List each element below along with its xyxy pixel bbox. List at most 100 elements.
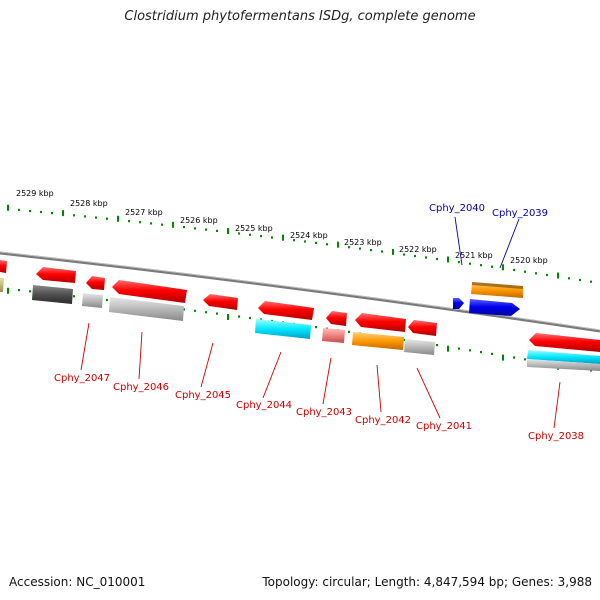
inner-scale-major-tick <box>447 345 449 352</box>
scale-label-2522: 2522 kbp <box>399 245 437 254</box>
topology-text: Topology: circular; Length: 4,847,594 bp… <box>262 575 592 589</box>
label-cphy-2047[interactable]: Cphy_2047 <box>54 373 110 384</box>
cog-cyan-2038[interactable] <box>527 350 600 364</box>
outer-scale-minor-tick <box>139 221 141 224</box>
cog-grey-2038[interactable] <box>527 359 600 371</box>
outer-scale-minor-tick <box>18 208 20 211</box>
outer-scale-minor-tick <box>403 253 405 256</box>
gene-cphy-2038-arrow[interactable] <box>529 333 600 352</box>
gene-cphy-2046-arrow[interactable] <box>112 280 187 303</box>
inner-scale-minor-tick <box>238 315 240 318</box>
scale-label-2520: 2520 kbp <box>510 256 548 265</box>
gene-cphy-2047-arrow[interactable] <box>36 267 76 283</box>
label-cphy-2043[interactable]: Cphy_2043 <box>296 407 352 418</box>
outer-scale-minor-tick <box>491 265 493 268</box>
outer-scale-major-tick <box>502 264 504 271</box>
outer-scale-major-tick <box>392 248 394 255</box>
outer-scale-minor-tick <box>304 240 306 243</box>
outer-scale-major-tick <box>172 221 174 228</box>
outer-scale-minor-tick <box>513 268 515 272</box>
inner-scale-minor-tick <box>216 312 218 315</box>
gene-cphy-2044-arrow[interactable] <box>258 301 314 320</box>
label-cphy-2045[interactable]: Cphy_2045 <box>175 390 231 401</box>
outer-scale-minor-tick <box>590 280 592 283</box>
inner-scale-minor-tick <box>469 349 471 352</box>
gene-cphy-2041-arrow[interactable] <box>408 320 437 336</box>
outer-scale-major-tick <box>282 234 284 241</box>
outer-scale-minor-tick <box>216 229 218 232</box>
inner-scale-minor-tick <box>249 316 251 320</box>
leader-cphy-2047 <box>80 322 90 371</box>
inner-scale-minor-tick <box>491 352 493 355</box>
outer-scale-minor-tick <box>469 262 471 265</box>
gene-cphy-2042-arrow[interactable] <box>355 313 406 332</box>
inner-scale-minor-tick <box>73 295 75 298</box>
outer-scale-minor-tick <box>205 228 207 231</box>
inner-scale-minor-tick <box>480 351 482 354</box>
outer-scale-minor-tick <box>480 264 482 267</box>
inner-scale-minor-tick <box>513 356 515 359</box>
label-cphy-2040[interactable]: Cphy_2040 <box>429 203 485 214</box>
label-leaders <box>80 216 561 429</box>
outer-scale-minor-tick <box>95 216 97 219</box>
leader-cphy-2038 <box>553 381 561 429</box>
outer-scale-minor-tick <box>84 215 86 218</box>
outer-scale-major-tick <box>337 241 339 248</box>
cog-pink-2043[interactable] <box>322 328 345 343</box>
cog-grey-2041[interactable] <box>404 339 435 355</box>
outer-scale-minor-tick <box>568 277 570 280</box>
outer-scale-minor-tick <box>381 250 383 253</box>
outer-scale-minor-tick <box>436 257 438 261</box>
accession-text: Accession: NC_010001 <box>9 575 146 589</box>
leader-cphy-2040 <box>454 216 463 266</box>
outer-scale-minor-tick <box>326 243 328 246</box>
outer-scale-minor-tick <box>348 246 350 249</box>
reverse-strand <box>0 260 600 371</box>
label-cphy-2046[interactable]: Cphy_2046 <box>113 382 169 393</box>
outer-scale-major-tick <box>447 256 449 263</box>
gene-labels: Cphy_2047 Cphy_2046 Cphy_2045 Cphy_2044 … <box>54 203 584 442</box>
outer-scale-minor-tick <box>271 236 273 239</box>
cog-dark-2047[interactable] <box>32 285 73 304</box>
backbone <box>0 251 600 333</box>
gene-cphy-2045-arrow[interactable] <box>203 294 238 310</box>
cog-orange-2042[interactable] <box>352 332 404 350</box>
cog-grey-2046-small[interactable] <box>82 293 103 308</box>
outer-scale-major-tick <box>62 210 64 217</box>
gene-left-edge-arrow[interactable] <box>0 260 7 273</box>
outer-scale-minor-tick <box>194 227 196 230</box>
gene-cphy-2039-arrow[interactable] <box>469 299 520 316</box>
outer-scale-minor-tick <box>293 239 295 242</box>
label-cphy-2039[interactable]: Cphy_2039 <box>492 208 548 219</box>
inner-scale-minor-tick <box>524 358 526 361</box>
leader-cphy-2042 <box>376 364 382 413</box>
scale-label-2527: 2527 kbp <box>125 208 163 217</box>
outer-scale-minor-tick <box>546 273 548 277</box>
cog-cyan-2044[interactable] <box>255 319 311 339</box>
outer-scale-minor-tick <box>249 233 251 236</box>
label-cphy-2042[interactable]: Cphy_2042 <box>355 415 411 426</box>
inner-scale-minor-tick <box>403 338 405 342</box>
tick-track-outer <box>7 204 592 283</box>
gene-cphy-2046-small-arrow[interactable] <box>86 276 105 290</box>
label-cphy-2038[interactable]: Cphy_2038 <box>528 431 584 442</box>
cog-grey-2046[interactable] <box>109 297 184 321</box>
cog-tan-left-edge[interactable] <box>0 278 4 292</box>
scale-label-2528: 2528 kbp <box>70 199 108 208</box>
gene-cphy-2043-arrow[interactable] <box>326 311 347 326</box>
outer-scale-minor-tick <box>40 210 42 214</box>
inner-scale-minor-tick <box>458 347 460 350</box>
outer-scale-minor-tick <box>315 241 317 244</box>
outer-scale-minor-tick <box>73 214 75 217</box>
inner-scale-major-tick <box>7 287 9 294</box>
outer-scale-minor-tick <box>359 247 361 250</box>
leader-cphy-2041 <box>416 367 441 419</box>
inner-scale-minor-tick <box>106 298 108 302</box>
inner-scale-minor-tick <box>436 344 438 347</box>
label-cphy-2041[interactable]: Cphy_2041 <box>416 421 472 432</box>
outer-scale-minor-tick <box>425 256 427 259</box>
gene-cphy-2040-arrow[interactable] <box>453 298 464 309</box>
label-cphy-2044[interactable]: Cphy_2044 <box>236 400 292 411</box>
outer-scale-minor-tick <box>535 272 537 275</box>
